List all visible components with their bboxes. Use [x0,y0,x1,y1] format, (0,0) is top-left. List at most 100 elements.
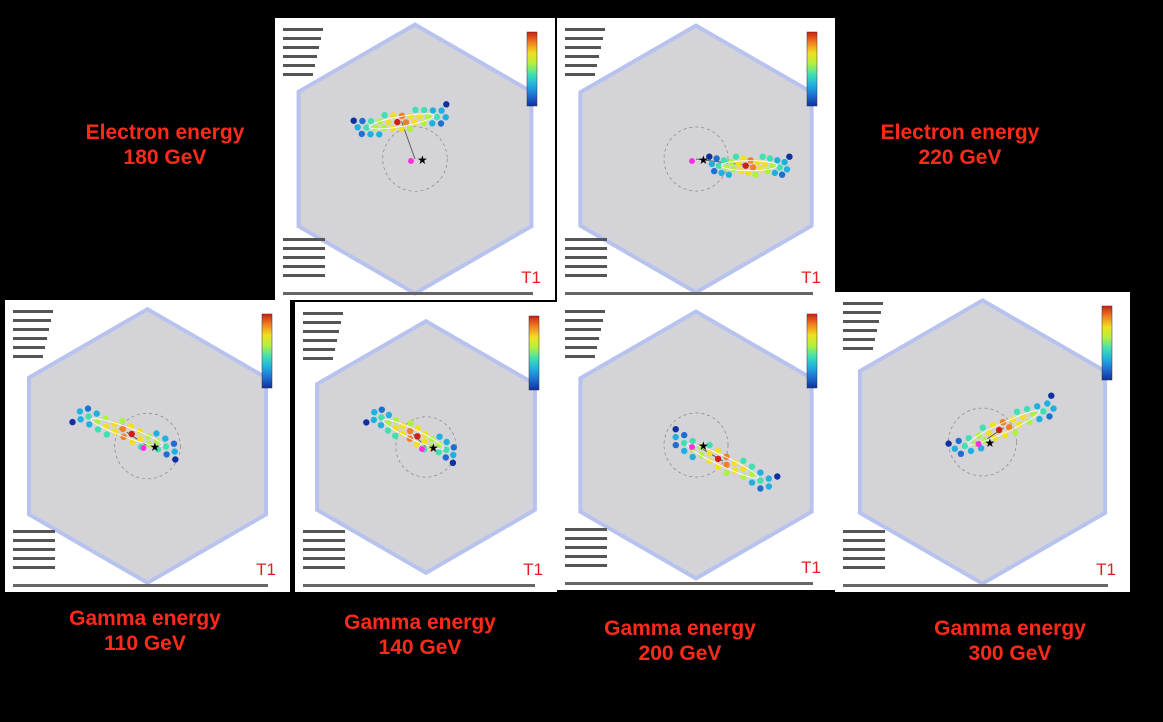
info-text [565,256,607,259]
pixel-hit [363,419,369,425]
info-text [565,546,607,549]
info-text [565,37,603,40]
footer-text [843,584,1108,587]
pixel-hit [408,113,414,119]
pixel-hit [766,483,772,489]
detector-view: ★ [835,292,1130,592]
footer-text [565,292,813,295]
pixel-hit [1012,429,1018,435]
telescope-tag: T1 [256,560,276,580]
info-text [283,73,313,76]
reco-star: ★ [150,440,161,454]
info-text [565,247,607,250]
pixel-hit [359,131,365,137]
pixel-hit [412,107,418,113]
info-text [843,539,885,542]
caption-line: 220 GeV [840,145,1080,170]
reco-star: ★ [428,441,439,455]
info-text [13,530,55,533]
info-text [843,338,875,341]
pixel-hit [767,155,773,161]
pixel-hit [1044,400,1050,406]
pixel-hit [673,434,679,440]
footer-text [565,582,813,585]
info-text [565,265,607,268]
pixel-hit [774,157,780,163]
pixel-hit [952,446,958,452]
pixel-hit [85,405,91,411]
info-text [13,310,53,313]
info-text [13,355,43,358]
event-display: ★T1 [557,18,835,300]
pixel-hit [153,430,159,436]
caption: Gamma energy110 GeV [25,606,265,656]
pixel-hit [738,168,744,174]
telescope-tag: T1 [1096,560,1116,580]
caption-line: Electron energy [45,120,285,145]
pixel-hit [1036,416,1042,422]
pixel-hit [408,420,414,426]
info-text [565,28,605,31]
pixel-hit [351,118,357,124]
info-text [565,337,599,340]
pixel-hit [94,410,100,416]
info-text [303,321,341,324]
source-marker [141,445,147,451]
info-text [303,312,343,315]
pixel-hit [735,161,741,167]
event-display: ★ T1 [5,300,290,592]
caption-line: Gamma energy [890,616,1130,641]
pixel-hit [779,172,785,178]
pixel-hit [77,408,83,414]
pixel-hit [367,131,373,137]
pixel-hit [407,436,413,442]
pixel-hit [980,425,986,431]
pixel-hit [421,107,427,113]
info-text [13,337,47,340]
info-text [13,539,55,542]
info-text [565,355,595,358]
source-marker [976,441,982,447]
pixel-hit [752,172,758,178]
pixel-hit [757,485,763,491]
pixel-hit [444,439,450,445]
source-marker [419,446,425,452]
pixel-hit [784,166,790,172]
source-marker [689,444,695,450]
pixel-hit [381,125,387,131]
pixel-hit [434,114,440,120]
pixel-hit [1000,419,1006,425]
info-text [565,537,607,540]
pixel-hit [968,448,974,454]
pixel-hit [171,441,177,447]
pixel-hit [104,431,110,437]
info-text [303,348,335,351]
pixel-hit [378,422,384,428]
info-text [843,530,885,533]
pixel-hit [86,421,92,427]
pixel-hit [690,454,696,460]
telescope-tag: T1 [801,558,821,578]
info-text [565,564,607,567]
pixel-hit [371,417,377,423]
info-text [303,530,345,533]
pixel-hit [451,444,457,450]
info-text [303,339,337,342]
pixel-hit [443,454,449,460]
detector-view: ★ [557,18,835,300]
pixel-hit [733,154,739,160]
pixel-hit [786,154,792,160]
pixel-hit [407,126,413,132]
pixel-hit [381,112,387,118]
caption-line: 140 GeV [300,635,540,660]
pixel-hit [392,425,398,431]
info-text [303,566,345,569]
detector-view: ★ [557,300,835,590]
info-text [565,238,607,241]
pixel-hit [723,454,729,460]
pixel-hit [1014,409,1020,415]
info-text [843,548,885,551]
info-text [565,346,597,349]
pixel-hit [163,443,169,449]
caption-line: 200 GeV [560,641,800,666]
